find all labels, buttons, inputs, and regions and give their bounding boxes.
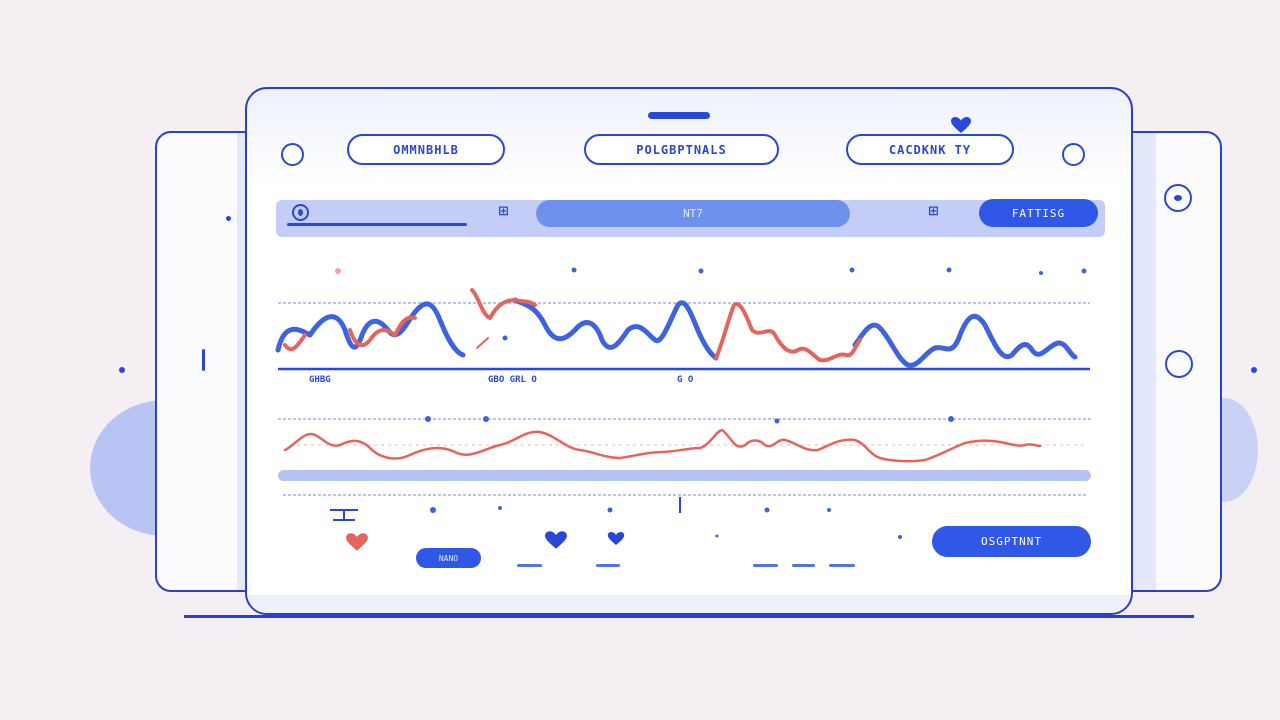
decor-dot bbox=[226, 216, 231, 221]
side-device-button[interactable] bbox=[1164, 184, 1192, 212]
page-indicator[interactable] bbox=[753, 564, 778, 567]
x-axis-label: G O bbox=[677, 375, 694, 385]
page-indicator[interactable] bbox=[517, 564, 542, 567]
page-indicator[interactable] bbox=[792, 564, 815, 567]
x-axis-label: GBO GRL O bbox=[488, 375, 537, 385]
search-bar[interactable]: NT7 bbox=[536, 200, 850, 227]
left-round-button[interactable] bbox=[281, 143, 304, 166]
series-red-line bbox=[283, 288, 862, 363]
grid-icon[interactable]: ⊞ bbox=[928, 204, 939, 219]
toolbar-progress-line bbox=[287, 223, 467, 226]
horizontal-scrollbar[interactable] bbox=[278, 470, 1091, 481]
tab-overview[interactable]: OMMNBHLB bbox=[347, 134, 505, 165]
secondary-button[interactable]: NANO bbox=[416, 548, 481, 568]
x-axis-label: GHBG bbox=[309, 375, 331, 385]
page-indicator[interactable] bbox=[596, 564, 620, 567]
marker-dots bbox=[335, 267, 1087, 275]
filter-button[interactable]: FATTISG bbox=[979, 199, 1098, 227]
tab-cardbook[interactable]: CACDKNK TY bbox=[846, 134, 1014, 165]
series-red-secondary bbox=[283, 428, 1042, 463]
side-device-button[interactable] bbox=[1165, 350, 1193, 378]
heart-icon[interactable] bbox=[345, 532, 369, 552]
right-round-button[interactable] bbox=[1062, 143, 1085, 166]
decor-dot bbox=[119, 367, 125, 373]
device-speaker bbox=[648, 112, 710, 119]
record-icon[interactable] bbox=[292, 204, 309, 221]
heart-icon[interactable] bbox=[607, 531, 625, 546]
floor-line bbox=[184, 615, 1194, 618]
heart-icon[interactable] bbox=[544, 530, 568, 550]
heart-icon[interactable] bbox=[950, 116, 972, 134]
series-blue-line bbox=[275, 297, 1078, 368]
tab-portfolios[interactable]: POLGBPTNALS bbox=[584, 134, 779, 165]
decor-dot bbox=[1251, 367, 1257, 373]
primary-action-button[interactable]: OSGPTNNT bbox=[932, 526, 1091, 557]
calendar-icon[interactable]: ⊞ bbox=[498, 204, 509, 219]
device-button bbox=[202, 349, 205, 371]
page-indicator[interactable] bbox=[829, 564, 855, 567]
